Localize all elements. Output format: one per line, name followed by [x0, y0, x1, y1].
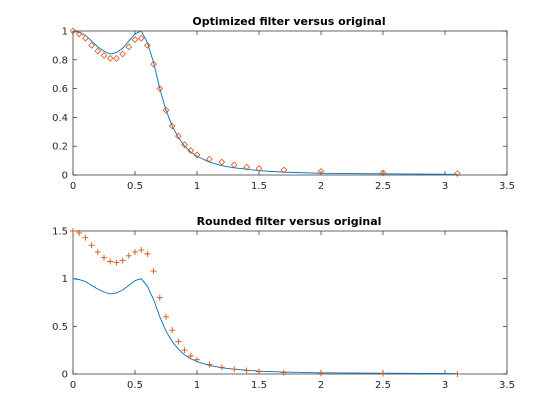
rounded-filter-point: [318, 370, 324, 377]
optimized-filter-point: [150, 60, 157, 68]
rounded-filter-point: [169, 327, 176, 334]
optimized-filter-point: [82, 34, 89, 42]
rounded-filter-point: [156, 294, 163, 301]
optimized-filter-point: [218, 158, 226, 166]
rounded-filter-point: [101, 254, 107, 261]
optimized-filter-point: [88, 42, 95, 49]
optimized-filter-point: [144, 42, 151, 49]
optimized-filter-point: [379, 169, 387, 177]
optimized-filter-point: [75, 30, 83, 38]
rounded-filter-point: [132, 248, 138, 255]
optimized-filter-point: [193, 151, 201, 159]
rounded-filter-point: [76, 229, 83, 236]
rounded-filter-point: [218, 364, 225, 371]
rounded-filter-point: [256, 368, 262, 375]
x-tick-label: 3: [442, 380, 448, 391]
optimized-filter-point: [280, 166, 288, 174]
x-tick-label: 0.5: [127, 380, 143, 391]
optimized-filter-point: [69, 27, 77, 35]
x-tick-label: 0: [70, 181, 76, 192]
rounded-filter-point: [70, 228, 76, 234]
y-tick-label: 0.5: [52, 322, 68, 333]
bottom-plot-series: [70, 228, 461, 377]
optimized-filter-point: [187, 147, 195, 154]
rounded-filter-point: [107, 258, 114, 265]
bottom-plot-title: Rounded filter versus original: [197, 215, 382, 228]
y-tick-label: 1: [62, 274, 68, 285]
rounded-filter-point: [163, 313, 169, 320]
top-plot-ticks: 0 0.5 1 1.5 2 2.5 3 3.5 0 0.2 0.4 0.6 0.8 1: [52, 27, 515, 193]
optimized-filter-point: [230, 161, 238, 169]
rounded-filter-point: [206, 361, 213, 368]
rounded-filter-point: [194, 356, 200, 363]
original-filter-line: [72, 278, 458, 374]
x-tick-label: 3.5: [499, 181, 515, 192]
x-tick-label: 1.5: [251, 380, 267, 391]
rounded-filter-point: [113, 259, 120, 266]
optimized-filter-point: [113, 54, 120, 62]
optimized-filter-point: [100, 52, 108, 59]
optimized-filter-point: [94, 47, 102, 55]
rounded-filter-point: [280, 369, 287, 376]
top-plot-series: [69, 27, 461, 177]
x-tick-label: 3.5: [499, 380, 515, 391]
original-filter-line: [72, 30, 458, 175]
y-tick-label: 0.2: [52, 142, 68, 153]
bottom-plot-axes-box: [72, 230, 508, 375]
rounded-filter-point: [454, 371, 461, 377]
optimized-filter-point: [125, 43, 133, 51]
rounded-filter-point: [175, 338, 182, 345]
y-tick-label: 1: [62, 27, 68, 38]
optimized-filter-point: [168, 122, 176, 130]
rounded-filter-point: [125, 252, 132, 259]
optimized-filter-point: [131, 36, 139, 44]
y-tick-label: 0: [62, 370, 68, 381]
x-tick-label: 3: [442, 181, 448, 192]
optimized-filter-point: [243, 163, 250, 171]
x-tick-label: 1.5: [251, 181, 267, 192]
optimized-filter-point: [255, 165, 263, 172]
rounded-filter-point: [119, 257, 126, 264]
top-plot-title: Optimized filter versus original: [192, 15, 385, 28]
x-tick-label: 2: [318, 181, 324, 192]
bottom-plot: Rounded filter versus original 0 0.5 1 1.5 2…: [52, 215, 515, 391]
y-tick-label: 0.8: [52, 55, 68, 66]
y-tick-label: 0: [62, 171, 68, 182]
x-tick-label: 1: [194, 181, 200, 192]
rounded-filter-point: [138, 247, 145, 254]
optimized-filter-point: [162, 106, 170, 114]
rounded-filter-point: [82, 234, 89, 241]
x-tick-label: 2.5: [375, 181, 391, 192]
optimized-filter-point: [175, 132, 182, 140]
rounded-filter-point: [380, 370, 386, 377]
x-tick-label: 2.5: [375, 380, 391, 391]
y-tick-label: 0.4: [52, 113, 68, 124]
optimized-filter-point: [206, 155, 213, 163]
rounded-filter-point: [231, 366, 238, 373]
y-tick-label: 0.6: [52, 84, 68, 95]
optimized-filter-point: [106, 54, 114, 62]
x-tick-label: 2: [318, 380, 324, 391]
rounded-filter-point: [94, 248, 101, 255]
rounded-filter-point: [144, 250, 151, 257]
optimized-filter-point: [317, 168, 325, 175]
x-tick-label: 0.5: [127, 181, 143, 192]
optimized-filter-point: [119, 50, 126, 58]
y-tick-label: 1.5: [52, 227, 68, 238]
bottom-plot-ticks: 0 0.5 1 1.5 2 2.5 3 3.5 0 0.5 1 1.5: [52, 227, 515, 392]
top-plot-axes-box: [72, 30, 508, 176]
x-tick-label: 1: [194, 380, 200, 391]
rounded-filter-point: [181, 347, 188, 354]
rounded-filter-point: [150, 268, 157, 275]
rounded-filter-point: [187, 352, 194, 359]
optimized-filter-point: [454, 170, 461, 177]
x-tick-label: 0: [70, 380, 76, 391]
top-plot: Optimized filter versus original 0 0.5 1 1.…: [52, 15, 515, 192]
optimized-filter-point: [156, 85, 164, 92]
optimized-filter-point: [137, 34, 145, 42]
optimized-filter-point: [181, 141, 188, 149]
rounded-filter-point: [88, 242, 95, 249]
rounded-filter-point: [243, 367, 250, 374]
